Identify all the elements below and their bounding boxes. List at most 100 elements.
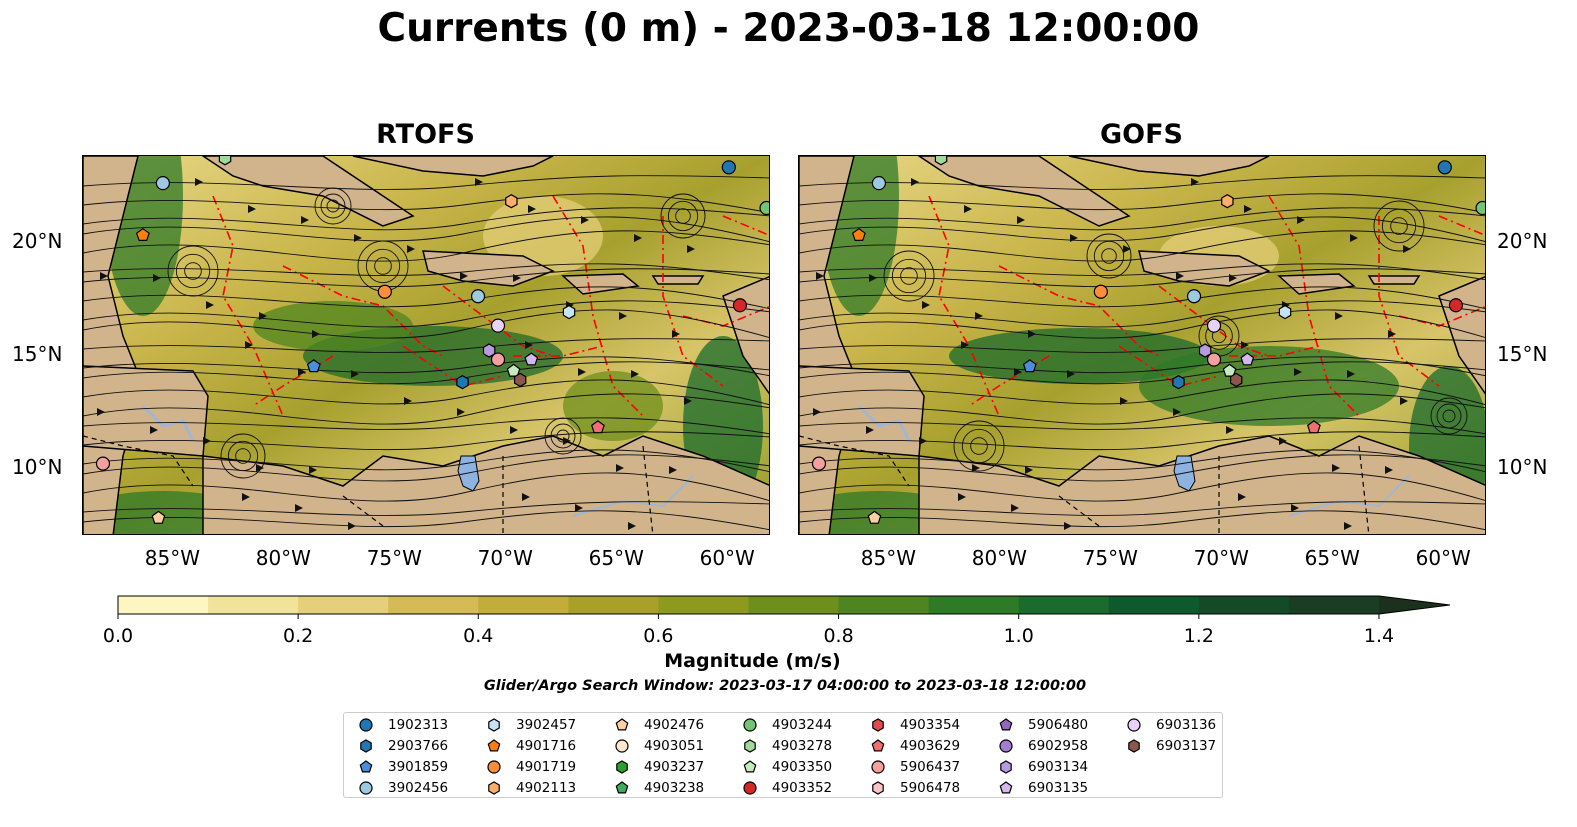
float-marker-2903766 [1172,375,1185,390]
float-marker-6903136 [490,318,506,333]
legend-label: 2903766 [388,738,449,754]
lon-tick-label: 60°W [1415,546,1471,570]
legend-marker [744,739,756,753]
colorbar-tick-label: 0.0 [102,625,134,647]
float-marker-6903135 [1240,352,1255,366]
legend-marker [359,781,373,795]
legend-item: 4903350 [742,757,832,777]
colorbar-segment [388,596,479,614]
legend-marker-pentagon-icon [487,739,501,752]
land-mass [1068,156,1270,177]
float-marker-6903137 [514,372,527,388]
legend-item: 4903629 [870,736,960,756]
speed-patch [253,301,413,351]
legend-item: 6903136 [1126,715,1216,735]
land-mass [1138,250,1271,287]
legend-marker-pentagon-icon [999,781,1013,794]
lon-tick-label: 80°W [971,546,1027,570]
river [141,404,195,442]
lon-tick-label: 75°W [1082,546,1138,570]
colorbar-segment [298,596,389,614]
legend-marker [743,760,757,773]
legend-label: 1902313 [388,717,449,733]
float-marker-4902113 [1221,194,1234,209]
legend-label: 4903237 [644,759,705,775]
legend-marker-pentagon-icon [615,718,629,731]
legend-marker-hexagon-icon [872,718,884,732]
legend-item: 4903352 [742,778,832,798]
legend-label: 4903352 [772,780,833,796]
colorbar-segment [658,596,749,614]
legend-marker-circle-icon [743,718,757,732]
float-marker-4903629 [590,420,605,434]
land-mass [1367,275,1421,285]
lon-tick-label: 60°W [699,546,755,570]
legend-marker [743,781,757,795]
legend-marker [359,760,373,773]
legend-label: 5906437 [900,759,961,775]
legend-marker [999,718,1013,731]
float-marker-3902457 [562,304,576,320]
rtofs-map [82,155,770,535]
float-marker-5906437 [95,456,111,471]
lat-tick-label-left: 10°N [12,455,63,480]
eez-boundary [212,195,769,417]
legend-marker [615,718,629,731]
legend-item: 6903135 [998,778,1088,798]
colorbar-tick-label: 0.2 [283,625,314,647]
legend-label: 3902456 [388,780,449,796]
float-marker-3902456 [155,176,170,191]
colorbar-segment [838,596,930,614]
legend-label: 4903350 [772,759,833,775]
legend-item: 4901716 [486,736,576,756]
land-mass [918,435,1485,534]
float-marker-5906437 [490,352,506,367]
lat-tick-label-left: 20°N [12,228,63,253]
country-border [83,435,654,534]
float-marker-4902476 [867,510,882,524]
legend-marker-hexagon-icon [616,760,628,774]
float-marker-6903134 [482,343,496,358]
land-mass [352,156,554,177]
legend-label: 4903354 [900,717,961,733]
float-marker-6903137 [1230,372,1243,388]
colorbar-segment [1288,596,1380,614]
legend-marker-circle-icon [871,760,885,774]
land-mass [201,156,415,227]
river [572,475,694,517]
colorbar-tick-label: 0.6 [643,625,674,647]
float-marker-4902113 [505,194,518,209]
legend-marker-circle-icon [743,781,757,795]
lat-tick-label-left: 15°N [12,342,63,367]
legend-item: 4902476 [614,715,704,735]
streamlines [799,175,1485,531]
lat-tick-label-right: 10°N [1497,455,1548,480]
legend-label: 6903136 [1156,717,1217,733]
legend-marker-circle-icon [615,739,629,753]
colorbar-tick-label: 1.4 [1363,625,1395,647]
float-marker-5906437 [811,456,827,471]
legend-label: 4903629 [900,738,961,754]
float-marker-4902476 [151,510,166,524]
legend-label: 3902457 [516,717,577,733]
legend-marker-circle-icon [487,760,501,774]
speed-patch [1139,346,1399,426]
legend-marker-pentagon-icon [743,760,757,773]
colorbar-segment [208,596,299,614]
legend-marker [743,718,757,732]
lon-tick-label: 75°W [366,546,422,570]
legend-item: 5906480 [998,715,1088,735]
colorbar-tick-label: 0.8 [823,625,854,647]
legend-label: 4901719 [516,759,577,775]
eez-boundary [928,195,1485,417]
legend-item: 4903238 [614,778,704,798]
legend-item: 5906478 [870,778,960,798]
lon-tick-label: 85°W [860,546,916,570]
colorbar-label: Magnitude (m/s) [664,650,841,672]
land-mass [83,365,209,457]
lon-tick-label: 65°W [588,546,644,570]
legend-item: 4901719 [486,757,576,777]
legend-marker-hexagon-icon [1000,760,1012,774]
float-marker-4901716 [135,227,150,242]
land-mass [422,250,555,287]
